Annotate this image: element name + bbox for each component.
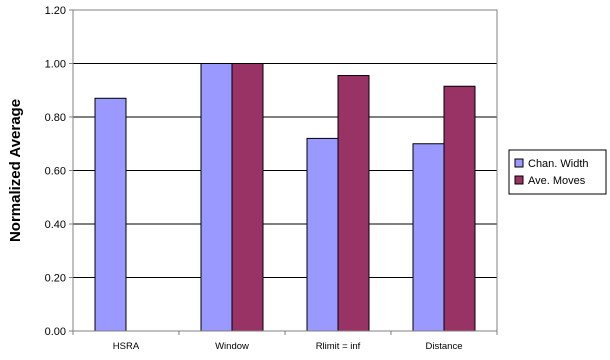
y-tick-label: 0.20	[45, 273, 66, 285]
legend-label: Ave. Moves	[528, 175, 586, 187]
bar-chan-width	[200, 63, 233, 332]
x-axis-ticks: HSRA Window Rlimit = inf Distance	[72, 331, 498, 352]
y-tick-label: 0.80	[45, 112, 66, 124]
y-axis-ticks: 0.00 0.20 0.40 0.60 0.80 1.00 1.20	[45, 5, 73, 338]
x-tick-label: HSRA	[113, 341, 140, 352]
legend-swatch	[514, 158, 524, 168]
bar-ave-moves	[443, 85, 476, 332]
bar-chan-width	[306, 137, 339, 332]
y-tick-label: 0.00	[45, 326, 66, 338]
legend: Chan. Width Ave. Moves	[508, 149, 607, 195]
legend-label: Chan. Width	[528, 158, 589, 170]
x-tick-label: Rlimit = inf	[316, 341, 361, 352]
bar-ave-moves	[337, 75, 370, 332]
y-tick-label: 0.60	[45, 166, 66, 178]
legend-swatch	[514, 175, 524, 185]
bar-chan-width	[94, 97, 127, 332]
y-tick-label: 1.20	[45, 5, 66, 17]
x-tick-label: Distance	[426, 341, 463, 352]
y-tick-label: 1.00	[45, 59, 66, 71]
bar-ave-moves	[231, 63, 264, 332]
legend-box	[508, 149, 607, 195]
bars	[94, 63, 476, 332]
y-axis-label: Normalized Average	[7, 99, 24, 242]
bar-chan-width	[412, 143, 445, 332]
y-tick-label: 0.40	[45, 219, 66, 231]
x-tick-label: Window	[215, 341, 249, 352]
